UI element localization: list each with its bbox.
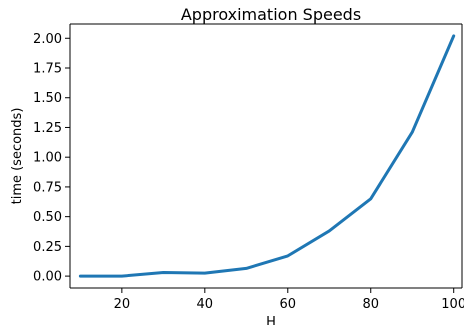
y-axis-label: time (seconds)	[10, 108, 25, 205]
y-tick-label: 0.75	[33, 180, 62, 195]
x-tick-label: 100	[441, 297, 464, 312]
chart-title: Approximation Speeds	[181, 5, 361, 24]
y-tick-label: 0.50	[33, 210, 62, 225]
y-tick-label: 0.25	[33, 240, 62, 255]
y-tick-label: 1.50	[33, 91, 62, 106]
y-tick-label: 2.00	[33, 32, 62, 47]
x-axis-label: H	[266, 315, 276, 325]
x-tick-label: 20	[114, 297, 131, 312]
y-tick-label: 1.75	[33, 62, 62, 77]
x-tick-label: 40	[197, 297, 214, 312]
y-axis-ticks: 0.00 0.25 0.50 0.75 1.00 1.25 1.50 1.75 2.00	[33, 32, 70, 285]
x-tick-label: 60	[280, 297, 297, 312]
y-tick-label: 1.00	[33, 151, 62, 166]
y-tick-label: 1.25	[33, 121, 62, 136]
series-line	[78, 34, 456, 278]
y-tick-label: 0.00	[33, 270, 62, 285]
x-axis-ticks: 20 40 60 80 100	[114, 288, 464, 312]
x-tick-label: 80	[362, 297, 379, 312]
